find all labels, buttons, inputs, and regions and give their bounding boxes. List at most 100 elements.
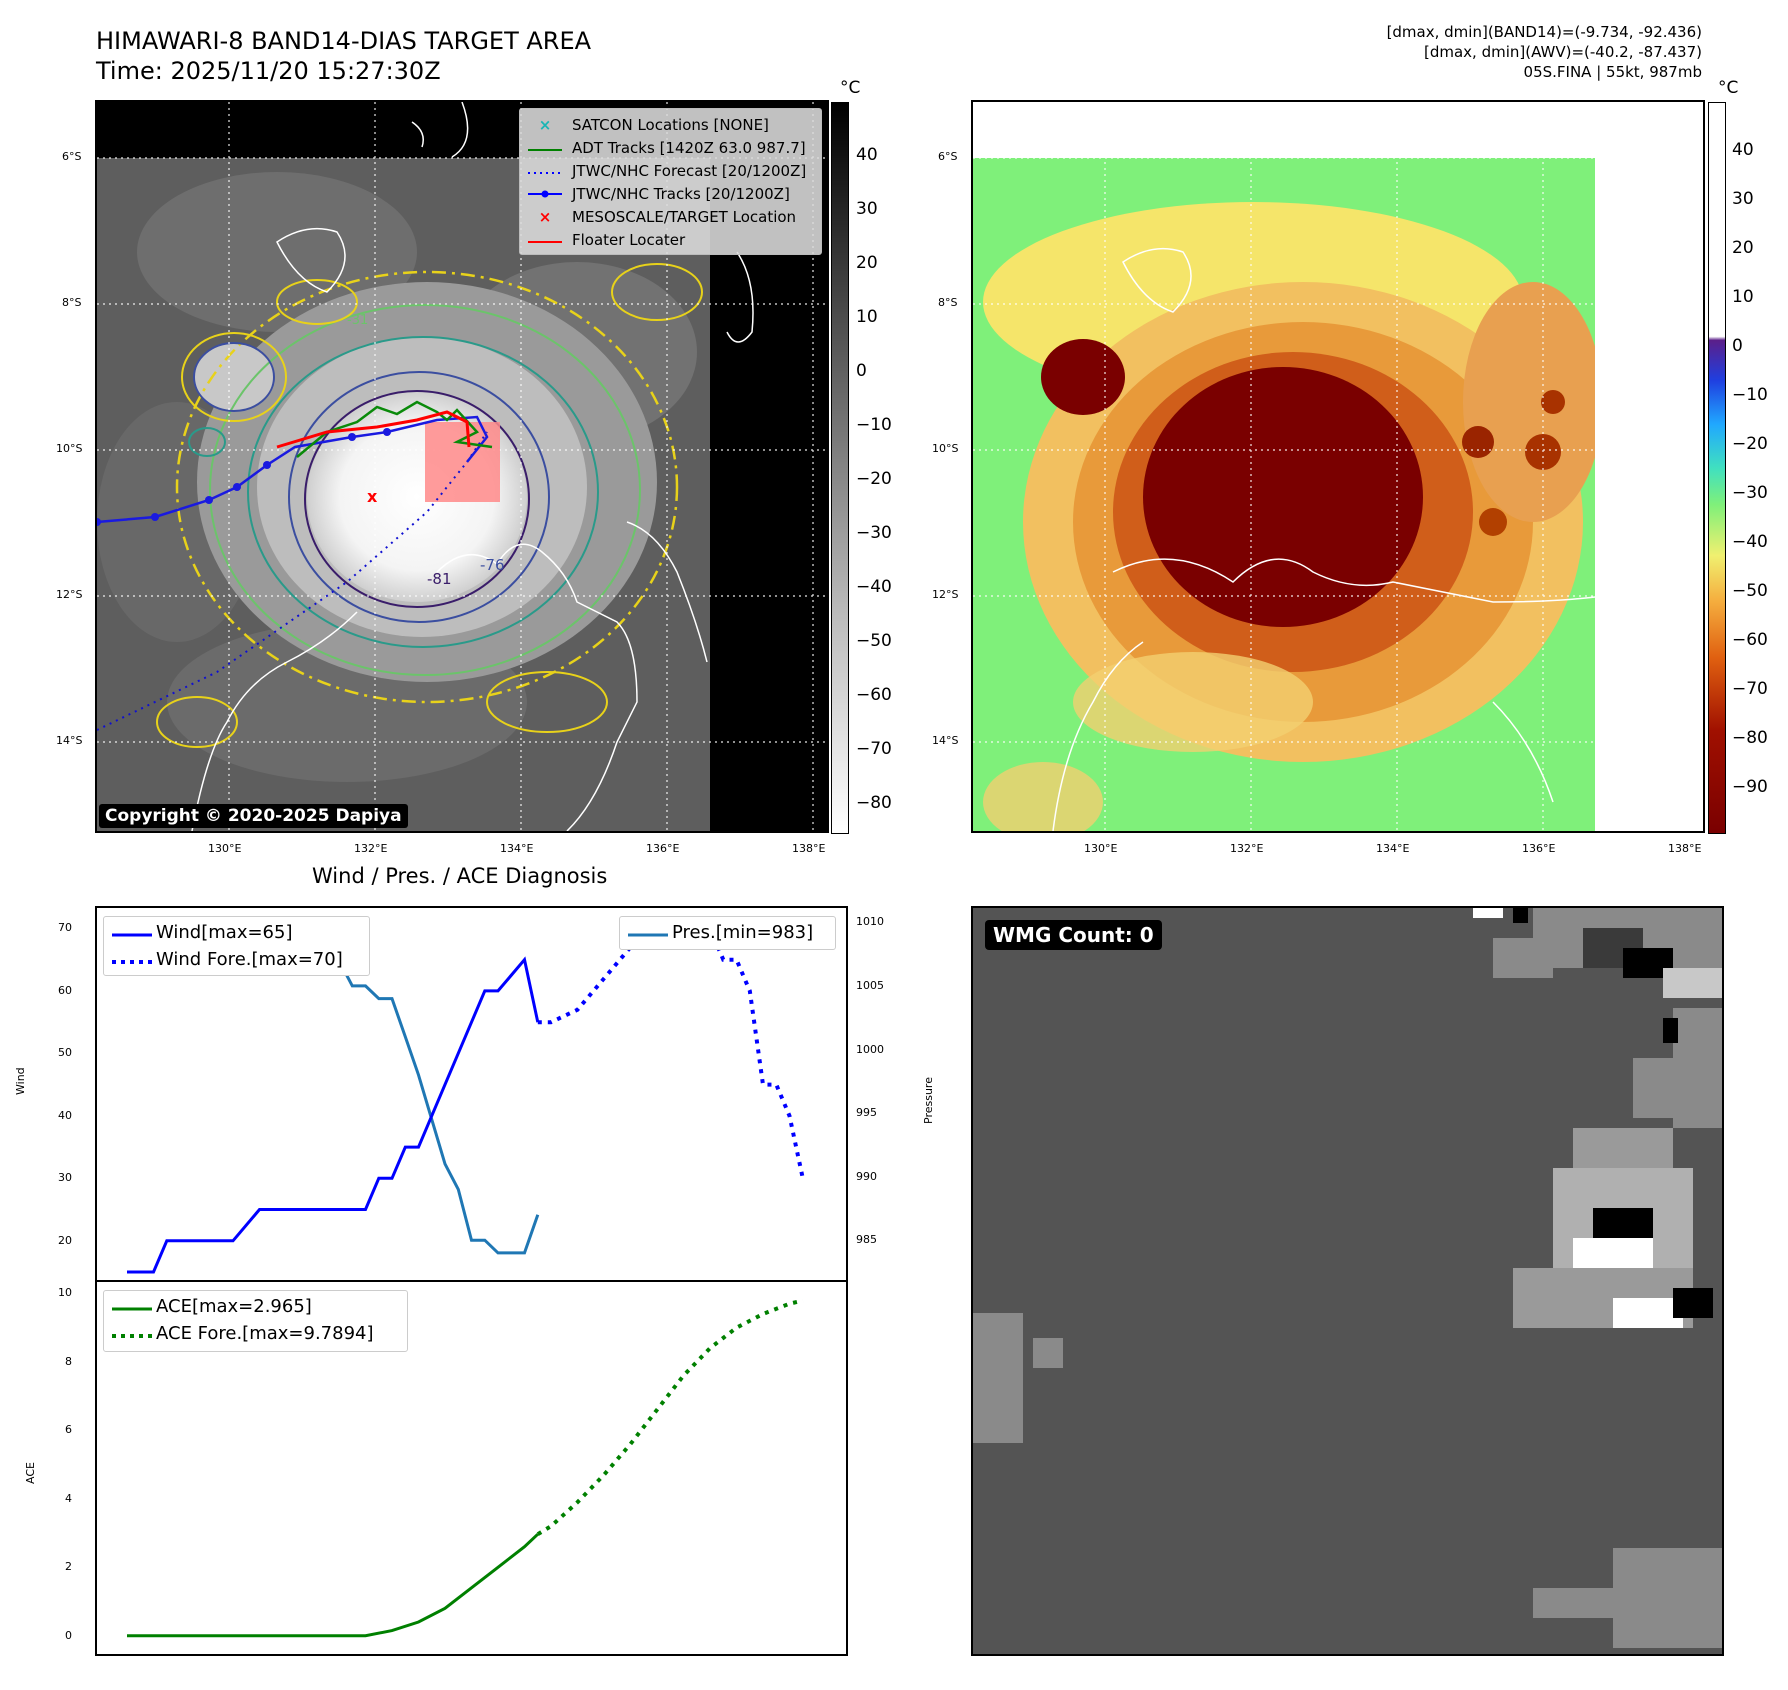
series-line-pres- xyxy=(127,933,540,1255)
contour-label-31: -31 xyxy=(347,313,368,328)
stats-header: [dmax, dmin](BAND14)=(-9.734, -92.436) [… xyxy=(1387,22,1702,82)
wmg-block xyxy=(1663,968,1722,998)
colorbar-left-tick: 40 xyxy=(856,145,878,165)
colorbar-right-tick: −50 xyxy=(1732,581,1768,601)
legend-target-icon: × xyxy=(538,207,552,226)
colorbar-left-tick: −30 xyxy=(856,523,892,543)
wind-left-tick: 40 xyxy=(58,1108,72,1122)
wmg-block xyxy=(1613,1548,1722,1648)
lon-label-138e: 138°E xyxy=(792,842,826,855)
wmg-block xyxy=(973,1313,1023,1443)
lon-label-136e: 136°E xyxy=(646,842,680,855)
ace-left-tick: 10 xyxy=(58,1286,72,1300)
awv-lon-label-132e: 132°E xyxy=(1230,842,1264,855)
wmg-block xyxy=(1493,938,1553,978)
awv-lon-label-136e: 136°E xyxy=(1522,842,1556,855)
lat-label-8s: 8°S xyxy=(62,296,82,309)
colorbar-right-tick: −40 xyxy=(1732,532,1768,552)
stats-band14: [dmax, dmin](BAND14)=(-9.734, -92.436) xyxy=(1386,23,1702,41)
legend-adt: ADT Tracks [1420Z 63.0 987.7] xyxy=(528,136,813,159)
map-legend: × SATCON Locations [NONE] ADT Tracks [14… xyxy=(519,108,822,255)
legend-wind: Wind[max=65] xyxy=(112,919,361,946)
awv-lat-label-14s: 14°S xyxy=(932,734,959,747)
copyright-badge: Copyright © 2020-2025 Dapiya xyxy=(99,804,408,828)
colorbar-left xyxy=(831,102,849,834)
stats-awv: [dmax, dmin](AWV)=(-40.2, -87.437) xyxy=(1423,43,1702,61)
pressure-right-tick: 1010 xyxy=(856,915,884,929)
legend-pres: Pres.[min=983] xyxy=(628,919,827,946)
ace-left-tick: 2 xyxy=(65,1560,72,1574)
colorbar-left-tick: −50 xyxy=(856,631,892,651)
colorbar-right-unit: °C xyxy=(1718,78,1739,98)
legend-pres-icon xyxy=(628,922,668,943)
wind-left-tick: 70 xyxy=(58,921,72,935)
wind-legend: Wind[max=65] Wind Fore.[max=70] xyxy=(103,916,370,976)
figure-title: HIMAWARI-8 BAND14-DIAS TARGET AREA Time:… xyxy=(96,26,591,86)
legend-target: × MESOSCALE/TARGET Location xyxy=(528,205,813,228)
contour-label-81: -81 xyxy=(427,570,452,588)
awv-lat-label-8s: 8°S xyxy=(938,296,958,309)
pressure-right-tick: 990 xyxy=(856,1169,877,1183)
svg-text:x: x xyxy=(367,487,378,506)
lat-label-14s: 14°S xyxy=(56,734,83,747)
wind-left-tick: 60 xyxy=(58,983,72,997)
legend-adt-icon xyxy=(528,139,562,157)
wind-chart-panel: Wind[max=65] Wind Fore.[max=70] Pres.[mi… xyxy=(95,906,848,1282)
legend-ace-fore: ACE Fore.[max=9.7894] xyxy=(112,1320,399,1347)
colorbar-right-tick: −80 xyxy=(1732,728,1768,748)
awv-lon-label-130e: 130°E xyxy=(1084,842,1118,855)
wmg-block xyxy=(1673,1288,1713,1318)
wind-ylabel: Wind xyxy=(14,1067,27,1095)
colorbar-right-tick: −90 xyxy=(1732,777,1768,797)
colorbar-left-tick: −20 xyxy=(856,469,892,489)
series-line-ace-fore- xyxy=(536,1298,804,1536)
colorbar-right xyxy=(1708,102,1726,834)
ace-left-tick: 0 xyxy=(65,1628,72,1642)
colorbar-right-tick: −20 xyxy=(1732,434,1768,454)
ace-ylabel: ACE xyxy=(24,1462,37,1484)
colorbar-right-tick: −10 xyxy=(1732,385,1768,405)
colorbar-left-tick: −80 xyxy=(856,793,892,813)
wmg-block xyxy=(1613,1298,1683,1328)
legend-ace-icon xyxy=(112,1296,152,1317)
wmg-block xyxy=(1473,908,1503,918)
colorbar-right-tick: 30 xyxy=(1732,189,1754,209)
lon-label-134e: 134°E xyxy=(500,842,534,855)
colorbar-right-tick: 40 xyxy=(1732,140,1754,160)
diagnosis-title: Wind / Pres. / ACE Diagnosis xyxy=(312,864,608,888)
legend-jtwc-tracks-icon xyxy=(528,185,562,203)
title-line-1: HIMAWARI-8 BAND14-DIAS TARGET AREA xyxy=(96,27,592,55)
wmg-block xyxy=(1533,1588,1623,1618)
legend-wind-fore-icon xyxy=(112,949,152,970)
lon-label-132e: 132°E xyxy=(354,842,388,855)
pressure-right-tick: 1000 xyxy=(856,1042,884,1056)
ace-left-tick: 4 xyxy=(65,1491,72,1505)
colorbar-right-tick: 20 xyxy=(1732,238,1754,258)
wmg-block xyxy=(1513,908,1528,923)
lon-label-130e: 130°E xyxy=(208,842,242,855)
colorbar-right-tick: −60 xyxy=(1732,630,1768,650)
colorbar-left-tick: −60 xyxy=(856,685,892,705)
ir-map-panel: x -31 -76 -81 × SATCON Locations [NONE] … xyxy=(95,100,829,833)
colorbar-right-tick: −30 xyxy=(1732,483,1768,503)
series-line-wind xyxy=(127,956,540,1274)
ace-left-tick: 8 xyxy=(65,1354,72,1368)
wind-left-tick: 50 xyxy=(58,1046,72,1060)
pressure-ylabel: Pressure xyxy=(922,1077,935,1124)
wmg-block xyxy=(1663,1018,1678,1043)
ace-legend: ACE[max=2.965] ACE Fore.[max=9.7894] xyxy=(103,1290,408,1352)
wmg-block xyxy=(1673,1008,1722,1128)
wmg-count-badge: WMG Count: 0 xyxy=(985,920,1162,950)
colorbar-left-tick: 10 xyxy=(856,307,878,327)
ace-left-tick: 6 xyxy=(65,1423,72,1437)
legend-jtwc-forecast-icon xyxy=(528,162,562,180)
pressure-right-tick: 985 xyxy=(856,1233,877,1247)
legend-jtwc-forecast: JTWC/NHC Forecast [20/1200Z] xyxy=(528,159,813,182)
colorbar-left-tick: 0 xyxy=(856,361,867,381)
colorbar-left-tick: −70 xyxy=(856,739,892,759)
title-line-2: Time: 2025/11/20 15:27:30Z xyxy=(96,57,441,85)
colorbar-left-unit: °C xyxy=(840,78,861,98)
legend-floater-icon xyxy=(528,231,562,249)
colorbar-left-tick: −10 xyxy=(856,415,892,435)
awv-lon-label-138e: 138°E xyxy=(1668,842,1702,855)
